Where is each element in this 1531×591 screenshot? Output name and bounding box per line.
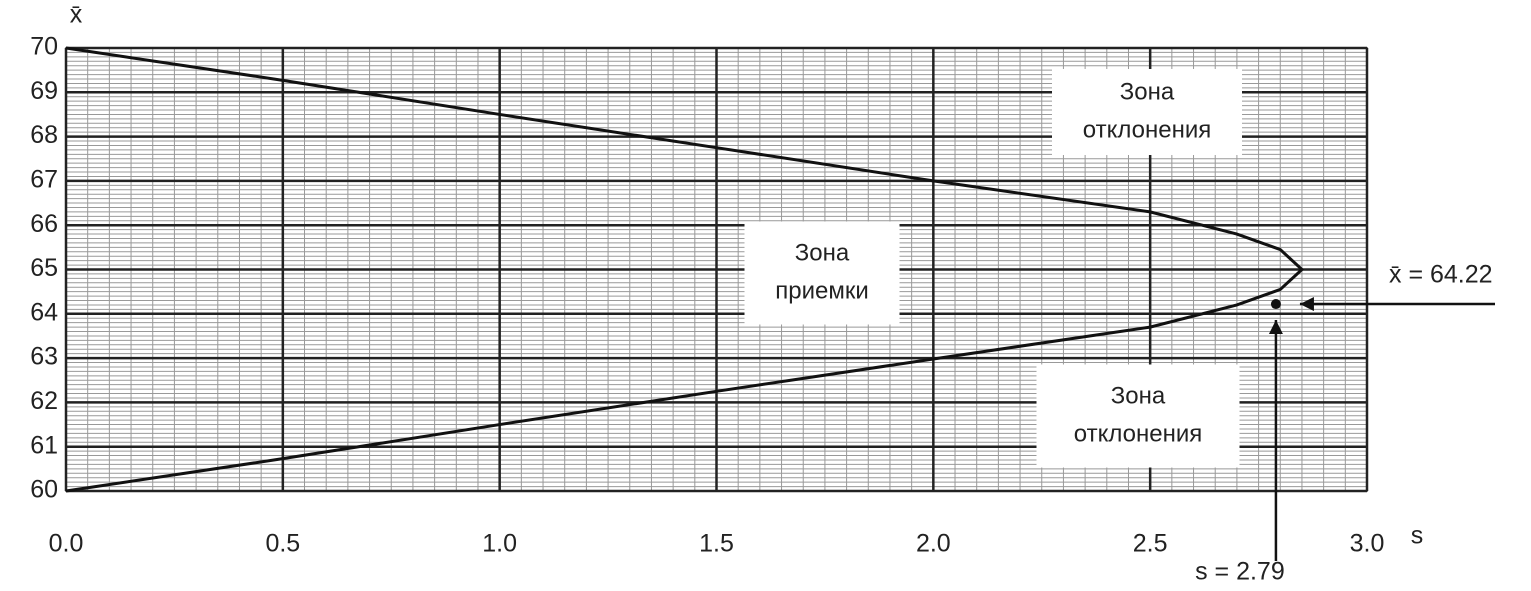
zone-label: отклонения [1083,116,1211,143]
y-tick-label: 67 [30,166,58,194]
x-tick-label: 0.5 [265,530,300,558]
x-tick-label: 2.5 [1133,530,1168,558]
zone-label-box [744,221,900,325]
x-tick-label: 1.0 [482,530,517,558]
zone-label-box [1036,364,1240,468]
y-axis-label: x̄ [70,1,83,29]
point-label: s = 2.79 [1195,558,1285,586]
x-axis-label: s [1411,522,1424,550]
data-point [1270,299,1281,310]
y-tick-label: 69 [30,77,58,105]
zone-label: Зона [795,239,850,266]
x-tick-label: 1.5 [699,530,734,558]
point-label: x̄ = 64.22 [1389,261,1493,289]
x-tick-label: 3.0 [1350,530,1385,558]
y-tick-label: 64 [30,298,58,326]
y-tick-label: 61 [30,431,58,459]
y-tick-label: 70 [30,33,58,61]
y-tick-label: 60 [30,476,58,504]
plot-content: 0.0 0.5 1.0 1.5 2.0 2.5 3.0 60 61 62 63 64 65 66 67 68 6… [30,1,1495,586]
y-tick-label: 63 [30,343,58,371]
x-tick-label: 0.0 [49,530,84,558]
y-tick-label: 66 [30,210,58,238]
zone-label: Зона [1120,78,1175,105]
y-tick-label: 65 [30,254,58,282]
zone-label: отклонения [1074,420,1202,447]
zone-label-box [1052,69,1242,155]
zone-label: приемки [775,277,869,304]
boundary-line [65,46,1305,493]
zone-label: Зона [1111,382,1166,409]
y-tick-label: 62 [30,387,58,415]
y-tick-label: 68 [30,121,58,149]
x-tick-label: 2.0 [916,530,951,558]
